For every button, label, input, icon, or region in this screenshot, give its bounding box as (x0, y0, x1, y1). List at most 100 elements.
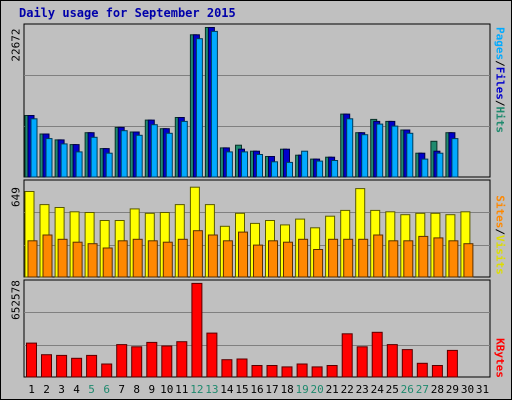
x-tick-label: 30 (461, 383, 474, 396)
hits-files-pages-pages-bar (210, 30, 218, 178)
visits-sites-sites-bar (373, 234, 384, 278)
x-tick-label: 10 (160, 383, 173, 396)
x-tick-label: 23 (356, 383, 369, 396)
hits-files-pages-pages-bar (286, 161, 293, 178)
kbytes-kbytes-bar (446, 349, 458, 378)
hits-files-pages-pages-bar (301, 150, 309, 178)
x-tick-label: 18 (280, 383, 293, 396)
x-tick-label: 14 (220, 383, 234, 396)
kbytes-kbytes-bar (311, 366, 323, 378)
hits-files-pages-pages-bar (391, 125, 399, 178)
chart-title: Daily usage for September 2015 (19, 6, 236, 20)
hits-files-pages-pages-bar (150, 124, 158, 178)
visits-sites-sites-bar (403, 240, 414, 278)
visits-sites-sites-bar (238, 231, 248, 278)
visits-sites-sites-bar (418, 235, 429, 278)
visits-sites-sites-bar (147, 240, 158, 278)
visits-sites-sites-bar (463, 243, 474, 278)
hits-files-pages-pages-bar (135, 134, 143, 178)
x-tick-label: 1 (28, 383, 35, 396)
visits-sites-sites-bar (343, 238, 354, 278)
x-tick-label: 29 (446, 383, 459, 396)
x-tick-label: 12 (190, 383, 203, 396)
kbytes-kbytes-bar (56, 354, 68, 378)
hits-files-pages-pages-bar (271, 161, 278, 178)
x-tick-label: 28 (431, 383, 444, 396)
visits-sites-sites-bar (87, 243, 98, 278)
x-tick-label: 3 (58, 383, 65, 396)
visits-sites-sites-bar (222, 240, 233, 278)
x-tick-label: 26 (401, 383, 414, 396)
hits-files-pages-pages-bar (406, 132, 414, 178)
visits-sites-sites-bar (57, 238, 68, 278)
kbytes-kbytes-bar (206, 332, 218, 378)
visits-sites-sites-bar (328, 238, 339, 278)
kbytes-kbytes-bar (356, 346, 368, 378)
x-tick-label: 8 (133, 383, 140, 396)
hits-files-pages-pages-bar (376, 123, 384, 178)
kbytes-kbytes-bar (296, 363, 308, 378)
hits-files-pages-pages-bar (256, 154, 263, 178)
kbytes-kbytes-bar (191, 282, 203, 378)
kbytes-kbytes-bar (236, 358, 248, 378)
visits-sites-sites-bar (433, 237, 444, 278)
hits-files-pages-pages-bar (120, 130, 128, 178)
visits-sites-sites-bar (298, 238, 309, 278)
hits-files-pages-pages-bar (195, 38, 203, 178)
x-tick-label: 9 (148, 383, 155, 396)
visits-sites-sites-bar (102, 247, 113, 278)
kbytes-kbytes-bar (281, 366, 293, 378)
visits-sites-sites-bar (448, 240, 459, 278)
hits-files-pages-pages-bar (180, 120, 188, 178)
visits-sites-sites-bar (162, 241, 173, 278)
kbytes-kbytes-bar (131, 346, 143, 378)
x-tick-label: 19 (295, 383, 308, 396)
hits-files-pages-pages-bar (331, 160, 339, 178)
x-tick-label: 16 (250, 383, 263, 396)
hits-files-pages-pages-bar (241, 151, 248, 178)
hits-files-pages-pages-bar (60, 143, 68, 178)
kbytes-kbytes-bar (221, 359, 233, 378)
visits-sites-sites-bar (117, 240, 128, 278)
kbytes-kbytes-bar (86, 354, 98, 378)
x-tick-label: 25 (386, 383, 399, 396)
x-tick-label: 21 (326, 383, 339, 396)
x-tick-label: 2 (43, 383, 50, 396)
hits-files-pages-pages-bar (30, 118, 38, 178)
x-tick-label: 5 (88, 383, 95, 396)
kbytes-kbytes-bar (251, 365, 263, 378)
hits-files-pages-pages-bar (45, 138, 53, 178)
x-tick-label: 7 (118, 383, 125, 396)
x-tick-label: 24 (371, 383, 385, 396)
x-tick-label: 27 (416, 383, 429, 396)
x-tick-label: 15 (235, 383, 248, 396)
visits-sites-sites-bar (177, 238, 188, 278)
visits-sites-sites-bar (207, 234, 218, 278)
kbytes-kbytes-bar (101, 363, 113, 378)
kbytes-kbytes-bar (401, 349, 413, 378)
kbytes-kbytes-bar (386, 344, 398, 378)
x-tick-label: 4 (73, 383, 80, 396)
kbytes-kbytes-bar (341, 333, 353, 378)
visits-sites-sites-bar (72, 241, 83, 278)
visits-sites-sites-bar (192, 230, 203, 278)
kbytes-kbytes-bar (116, 344, 128, 378)
visits-sites-sites-bar (132, 238, 143, 278)
hits-files-pages-pages-bar (436, 152, 444, 178)
kbytes-kbytes-bar (146, 341, 158, 378)
kbytes-kbytes-bar (161, 345, 173, 378)
kbytes-kbytes-bar (26, 342, 37, 378)
kbytes-kbytes-bar (71, 357, 83, 378)
visits-sites-sites-bar (42, 234, 53, 278)
x-tick-label: 13 (205, 383, 218, 396)
hits-files-pages-pages-bar (361, 134, 369, 178)
visits-sites-sites-bar (27, 240, 38, 278)
hits-files-pages-pages-bar (346, 118, 354, 178)
kbytes-kbytes-bar (41, 354, 52, 378)
kbytes-kbytes-bar (266, 365, 278, 378)
kbytes-kbytes-bar (176, 341, 188, 378)
visits-sites-sites-bar (253, 244, 263, 278)
x-tick-label: 11 (175, 383, 188, 396)
x-tick-label: 17 (265, 383, 278, 396)
